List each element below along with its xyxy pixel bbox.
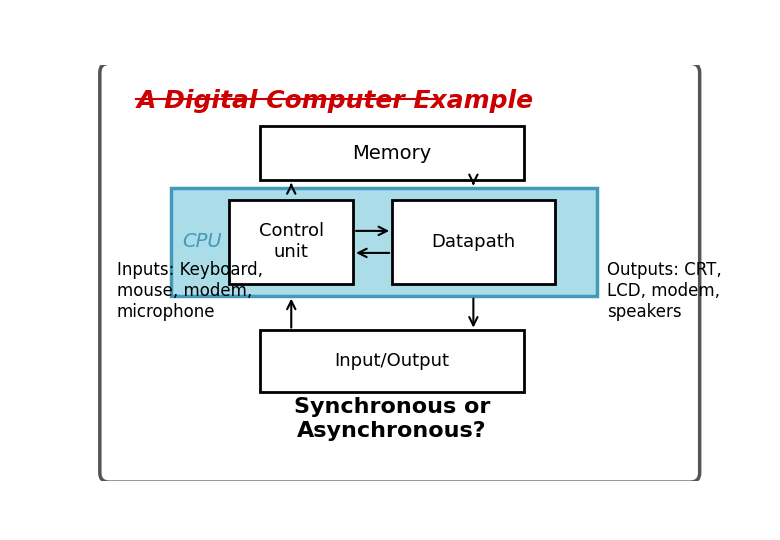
FancyBboxPatch shape (229, 200, 353, 284)
Text: Datapath: Datapath (431, 233, 516, 251)
FancyBboxPatch shape (171, 188, 597, 296)
Text: Inputs: Keyboard,
mouse, modem,
microphone: Inputs: Keyboard, mouse, modem, micropho… (117, 261, 263, 321)
FancyBboxPatch shape (392, 200, 555, 284)
FancyBboxPatch shape (261, 126, 523, 180)
Text: Synchronous or
Asynchronous?: Synchronous or Asynchronous? (294, 397, 490, 441)
Text: Input/Output: Input/Output (335, 352, 449, 370)
FancyBboxPatch shape (100, 63, 700, 482)
Text: Control
unit: Control unit (259, 222, 324, 261)
FancyBboxPatch shape (261, 330, 523, 392)
Text: Outputs: CRT,
LCD, modem,
speakers: Outputs: CRT, LCD, modem, speakers (608, 261, 722, 321)
Text: Memory: Memory (353, 144, 431, 163)
Text: CPU: CPU (182, 232, 222, 252)
Text: A Digital Computer Example: A Digital Computer Example (136, 90, 534, 113)
